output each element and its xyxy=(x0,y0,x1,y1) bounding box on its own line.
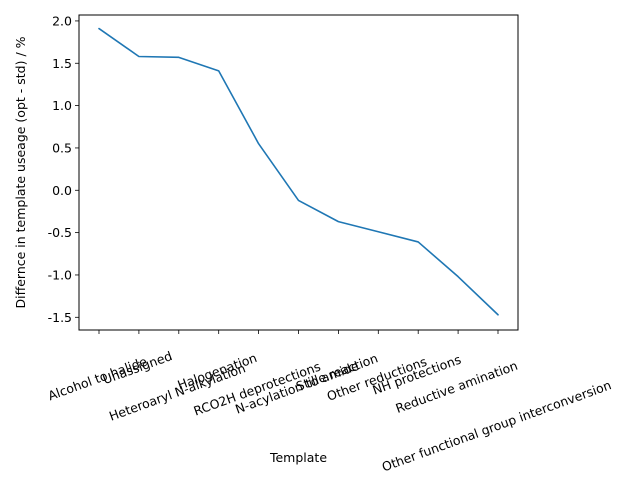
plot-area xyxy=(78,14,519,331)
y-tick-label: 1.0 xyxy=(52,98,72,113)
y-tick-label: -1.5 xyxy=(48,310,72,325)
plot-frame xyxy=(78,14,519,331)
y-tick-label: 2.0 xyxy=(52,13,72,28)
x-tick-label: Other functional group interconversion xyxy=(380,377,613,474)
y-axis: -1.5 -1.0 -0.5 0.0 0.5 1.0 1.5 2.0 xyxy=(48,13,79,325)
series-line-0 xyxy=(98,27,499,316)
series-layer xyxy=(98,27,499,316)
y-tick-label: 0.0 xyxy=(52,183,72,198)
x-axis-label: Template xyxy=(269,450,327,465)
y-tick-label: -0.5 xyxy=(48,225,72,240)
y-axis-label: Differnce in template useage (opt - std)… xyxy=(13,36,28,308)
y-tick-label: -1.0 xyxy=(48,267,72,282)
y-tick-label: 1.5 xyxy=(52,56,72,71)
y-tick-label: 0.5 xyxy=(52,140,72,155)
